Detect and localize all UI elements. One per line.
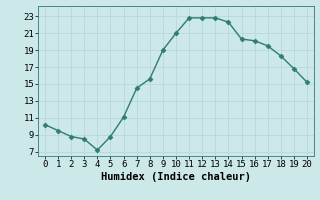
X-axis label: Humidex (Indice chaleur): Humidex (Indice chaleur) — [101, 172, 251, 182]
